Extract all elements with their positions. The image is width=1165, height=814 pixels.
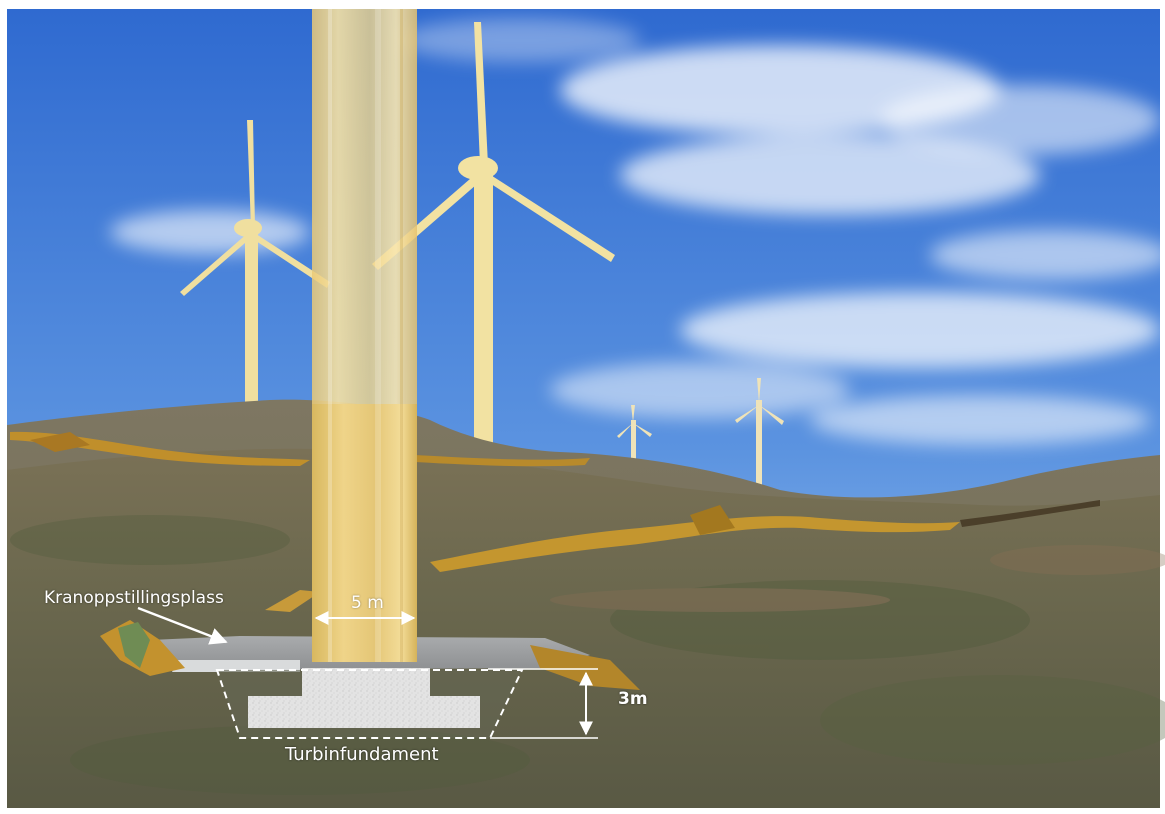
depth-dimension xyxy=(488,668,598,739)
crane-pad-label: Kranoppstillingsplass xyxy=(44,588,224,608)
terrain-texture xyxy=(10,515,1165,795)
photo xyxy=(7,9,1165,808)
road-cuts xyxy=(10,431,1100,612)
turbine-far-center xyxy=(617,405,652,465)
turbine-foundation xyxy=(215,668,524,739)
foundation-depth-label: 3m xyxy=(618,689,648,709)
turbine-left xyxy=(180,120,330,412)
excavation-outline xyxy=(215,669,524,739)
foreground-turbine-tower xyxy=(312,9,417,662)
turbine-far-right xyxy=(735,378,784,495)
tower-width-label: 5 m xyxy=(351,593,384,613)
foundation-label: Turbinfundament xyxy=(285,744,439,765)
crane-pad-pointer xyxy=(137,606,228,645)
